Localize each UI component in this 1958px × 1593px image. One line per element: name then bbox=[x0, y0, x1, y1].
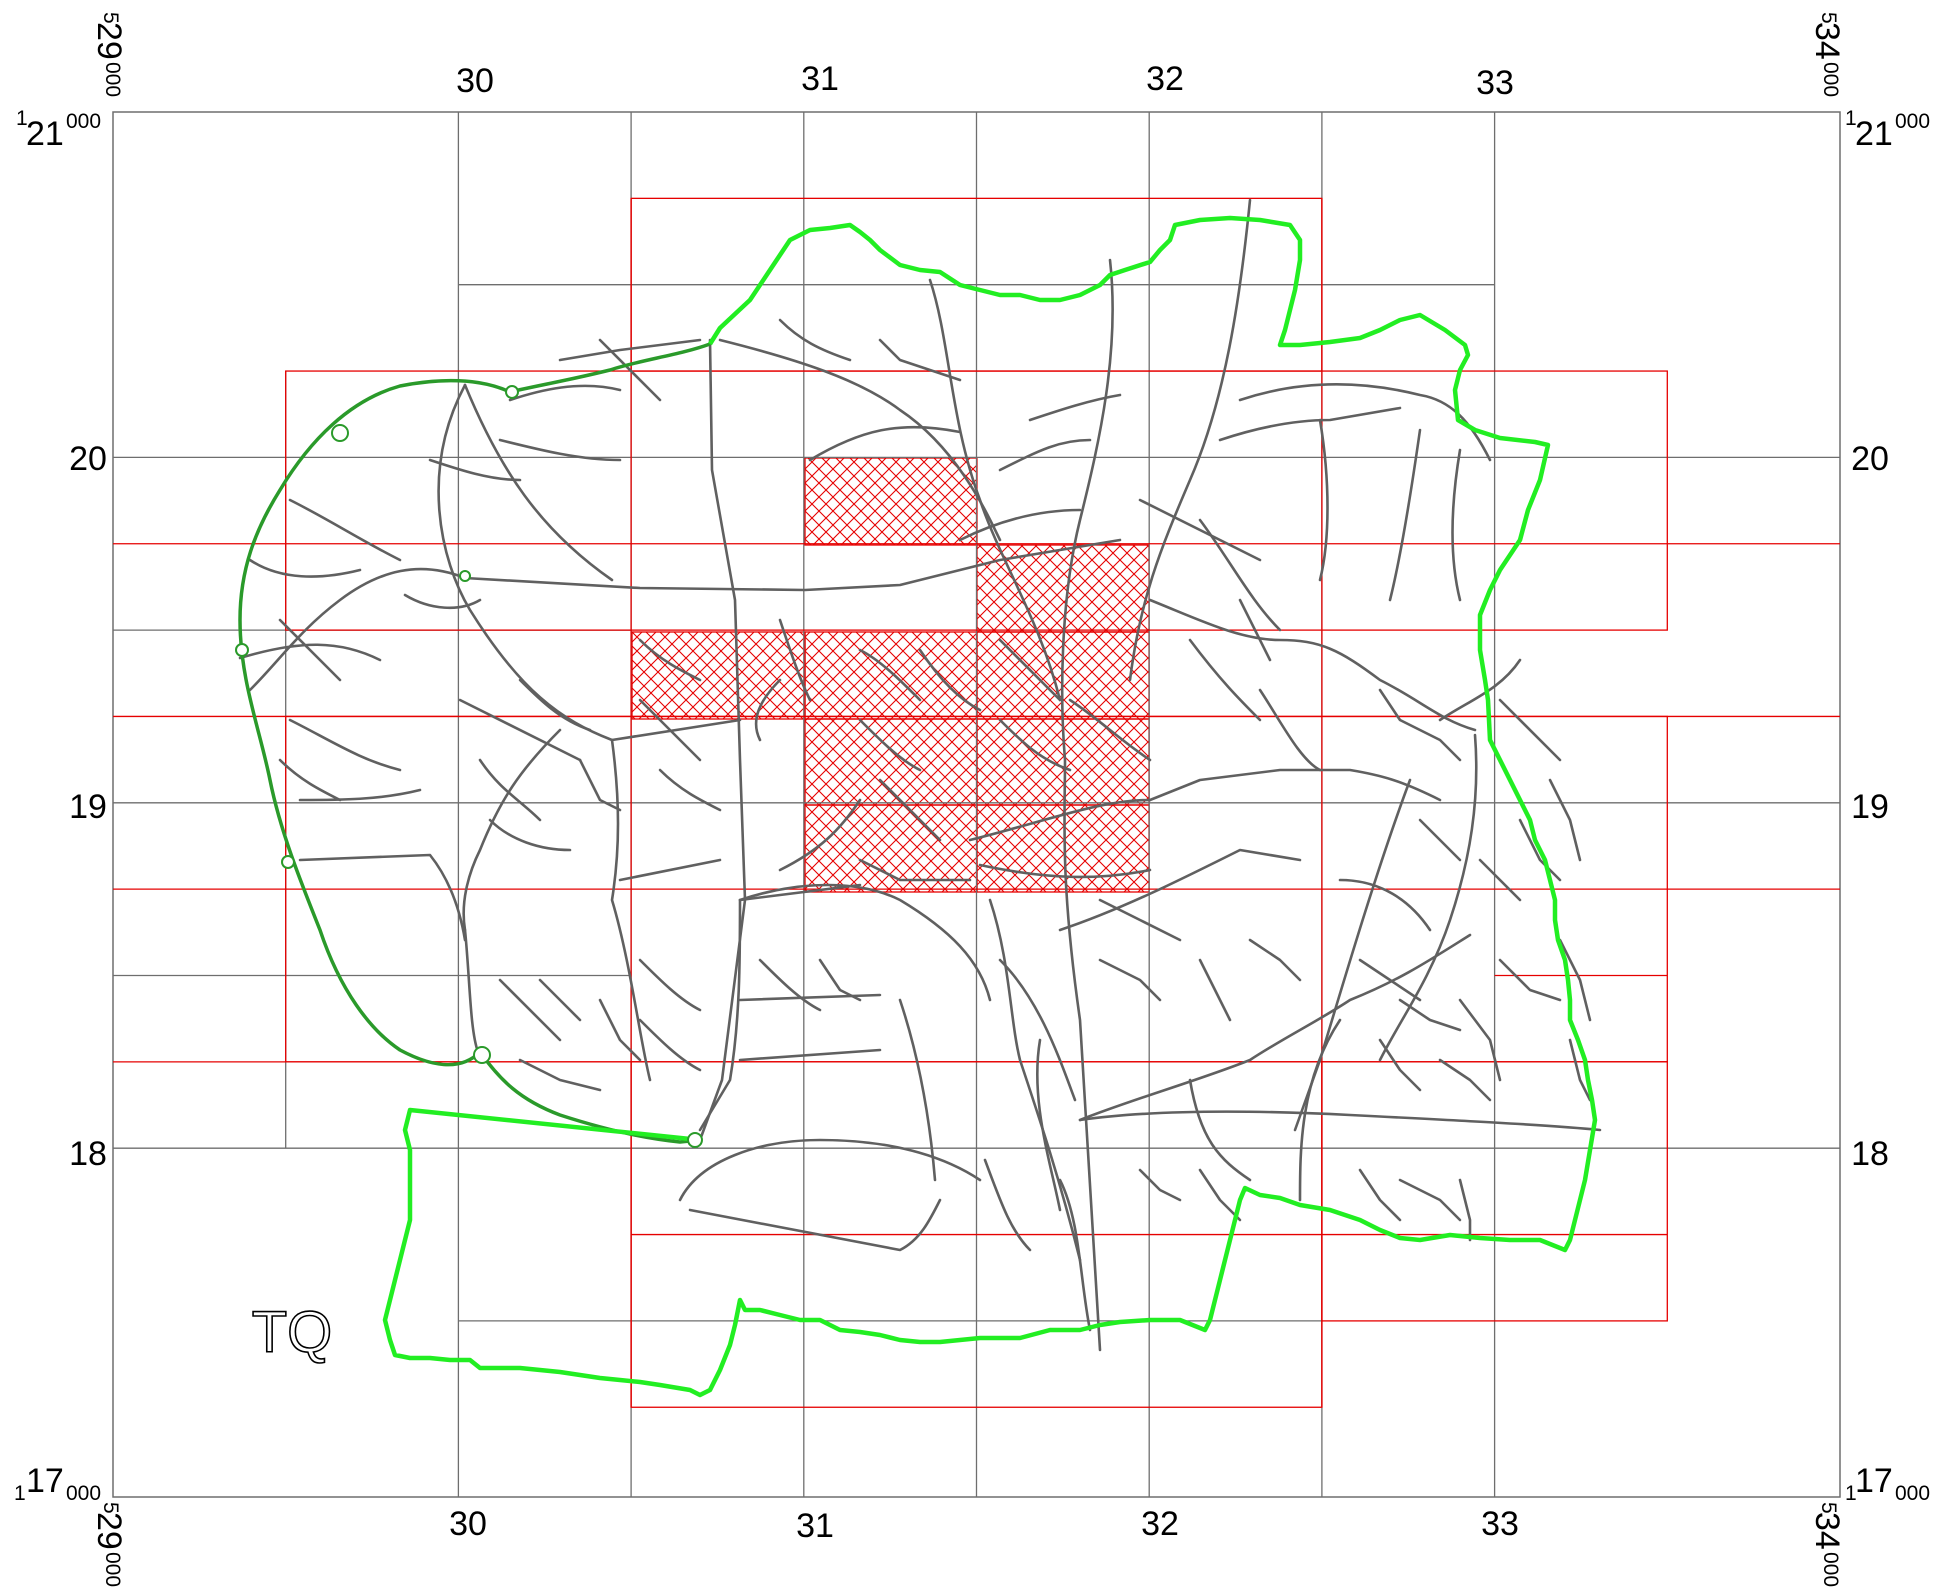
boundary-marker bbox=[459, 570, 471, 582]
corner-suffix: 000 bbox=[66, 1482, 101, 1505]
boundary-marker bbox=[687, 1132, 703, 1148]
corner-prefix: 5 bbox=[1817, 12, 1840, 24]
boundary-marker bbox=[281, 855, 295, 869]
corner-prefix: 1 bbox=[16, 107, 28, 130]
corner-main: 34 bbox=[1808, 22, 1846, 60]
boundary-markers bbox=[235, 385, 703, 1148]
hatched-tile[interactable] bbox=[804, 804, 978, 893]
corner-suffix: 000 bbox=[1819, 62, 1842, 97]
corner-prefix: 1 bbox=[1845, 1482, 1857, 1505]
hatched-tile[interactable] bbox=[631, 631, 806, 720]
corner-suffix: 000 bbox=[66, 110, 101, 133]
road-network bbox=[238, 198, 1602, 1352]
easting-tick-bottom: 33 bbox=[1481, 1505, 1519, 1543]
easting-tick-top: 31 bbox=[801, 60, 839, 98]
corner-suffix: 000 bbox=[1895, 1482, 1930, 1505]
corner-prefix: 5 bbox=[1817, 1502, 1840, 1514]
grid-square-label: TQ bbox=[252, 1300, 333, 1365]
easting-tick-top: 30 bbox=[456, 62, 494, 100]
corner-easting-top-left: 5 29 000 bbox=[90, 12, 128, 97]
tick-labels: 30 31 32 33 30 31 32 33 20 19 18 20 19 1… bbox=[14, 12, 1930, 1587]
corner-main: 21 bbox=[1855, 115, 1893, 153]
easting-tick-top: 32 bbox=[1146, 60, 1184, 98]
easting-tick-bottom: 30 bbox=[449, 1505, 487, 1543]
hatched-tile[interactable] bbox=[804, 631, 978, 720]
northing-tick-left: 20 bbox=[69, 440, 107, 478]
boundary-marker bbox=[473, 1046, 491, 1064]
corner-main: 29 bbox=[90, 1512, 128, 1550]
corner-easting-bottom-left: 5 29 000 bbox=[90, 1502, 128, 1587]
corner-suffix: 000 bbox=[101, 62, 124, 97]
easting-tick-bottom: 31 bbox=[796, 1507, 834, 1545]
corner-prefix: 1 bbox=[1845, 107, 1857, 130]
boundary-marker bbox=[505, 385, 519, 399]
map-tile[interactable] bbox=[285, 370, 1668, 631]
hatched-tiles bbox=[631, 457, 1150, 893]
northing-tick-left: 19 bbox=[69, 788, 107, 826]
corner-main: 34 bbox=[1808, 1512, 1846, 1550]
northing-tick-left: 18 bbox=[69, 1135, 107, 1173]
corner-main: 17 bbox=[1855, 1462, 1893, 1500]
northing-tick-right: 19 bbox=[1851, 788, 1889, 826]
corner-suffix: 000 bbox=[1819, 1552, 1842, 1587]
easting-tick-bottom: 32 bbox=[1141, 1505, 1179, 1543]
hatched-tile[interactable] bbox=[976, 804, 1150, 893]
corner-northing-top-right: 1 21 000 bbox=[1845, 107, 1930, 153]
corner-prefix: 1 bbox=[14, 1482, 26, 1505]
corner-northing-bottom-left: 1 17 000 bbox=[14, 1462, 101, 1505]
northing-tick-right: 20 bbox=[1851, 440, 1889, 478]
corner-suffix: 000 bbox=[1895, 110, 1930, 133]
corner-main: 21 bbox=[26, 115, 64, 153]
grid-lines bbox=[113, 112, 1840, 1497]
corner-northing-top-left: 1 21 000 bbox=[16, 107, 101, 153]
boundary-marker bbox=[331, 424, 349, 442]
corner-suffix: 000 bbox=[101, 1552, 124, 1587]
corner-easting-bottom-right: 5 34 000 bbox=[1808, 1502, 1846, 1587]
corner-northing-bottom-right: 1 17 000 bbox=[1845, 1462, 1930, 1505]
corner-prefix: 5 bbox=[99, 1502, 122, 1514]
easting-tick-top: 33 bbox=[1476, 64, 1514, 102]
corner-prefix: 5 bbox=[99, 12, 122, 24]
district-boundary-bright bbox=[382, 215, 1598, 1398]
corner-main: 29 bbox=[90, 22, 128, 60]
boundary-marker bbox=[235, 643, 249, 657]
corner-main: 17 bbox=[26, 1462, 64, 1500]
northing-tick-right: 18 bbox=[1851, 1135, 1889, 1173]
corner-easting-top-right: 5 34 000 bbox=[1808, 12, 1846, 97]
hatched-tile[interactable] bbox=[804, 457, 978, 546]
